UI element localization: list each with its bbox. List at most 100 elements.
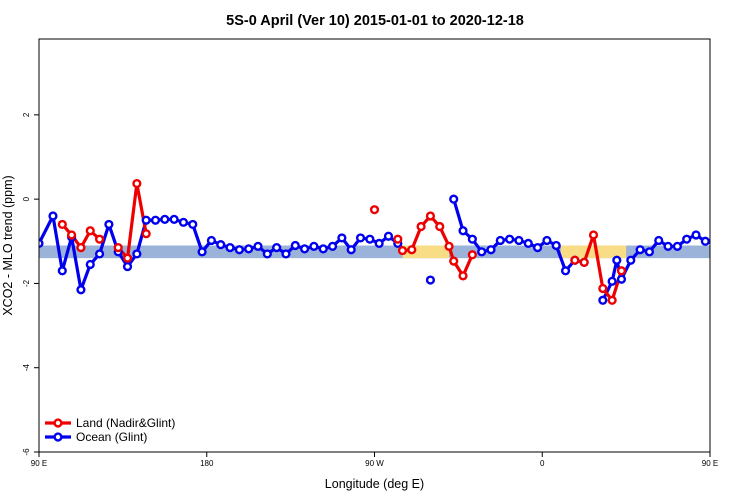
ocean-data-point — [290, 240, 300, 251]
ocean-data-point — [104, 219, 114, 230]
ocean-data-point — [206, 235, 217, 246]
ocean-data-point — [346, 245, 356, 255]
series-points — [39, 178, 746, 305]
reference-band-2 — [560, 245, 627, 259]
ocean-data-point — [281, 249, 291, 259]
ocean-data-point — [730, 267, 737, 274]
land-data-point — [425, 211, 436, 221]
ocean-data-point — [663, 241, 673, 251]
ocean-data-point — [635, 245, 645, 255]
land-data-point — [449, 256, 459, 266]
land-data-point — [397, 245, 408, 256]
ocean-data-point — [467, 234, 477, 244]
ocean-data-point — [383, 231, 394, 241]
land-data-point — [132, 178, 142, 189]
ocean-data-point — [691, 230, 701, 240]
land-data-point — [94, 234, 105, 244]
ocean-data-point — [672, 241, 682, 251]
ocean-data-point — [272, 243, 282, 253]
ocean-data-point — [458, 226, 468, 236]
y-tick-label: 0 — [22, 196, 31, 201]
ocean-data-point — [505, 234, 515, 244]
y-axis-label: XCO2 - MLO trend (ppm) — [1, 175, 15, 315]
ocean-data-point — [523, 238, 533, 248]
reference-band-0 — [39, 245, 710, 259]
ocean-data-point — [374, 238, 384, 248]
ocean-data-point — [616, 274, 627, 284]
ocean-data-point — [626, 255, 636, 265]
y-tick-label: -4 — [22, 364, 31, 372]
ocean-data-point — [425, 275, 436, 285]
ocean-data-point — [85, 259, 95, 270]
ocean-data-point — [309, 241, 319, 251]
land-data-point — [113, 243, 123, 253]
ocean-data-point — [262, 249, 272, 259]
land-data-point — [458, 271, 468, 281]
ocean-data-point — [253, 241, 263, 251]
chart-title: 5S-0 April (Ver 10) 2015-01-01 to 2020-1… — [226, 13, 524, 29]
y-tick-label: -6 — [22, 448, 31, 456]
land-data-point — [407, 245, 417, 255]
ocean-data-point — [598, 295, 608, 305]
legend-ocean-marker — [53, 432, 63, 442]
x-tick-label: 90 E — [31, 459, 47, 468]
land-data-point — [76, 243, 86, 253]
ocean-data-point — [560, 266, 571, 276]
ocean-data-point — [216, 240, 226, 250]
ocean-data-point — [551, 240, 561, 251]
legend-land-marker — [53, 418, 63, 428]
land-data-point — [739, 221, 746, 228]
ocean-data-point — [495, 235, 505, 246]
legend-land-label: Land (Nadir&Glint) — [76, 416, 175, 430]
ocean-data-point — [739, 232, 746, 239]
ocean-data-point — [48, 211, 58, 221]
ocean-data-point — [486, 245, 496, 255]
ocean-data-point — [607, 276, 617, 286]
ocean-data-point — [542, 235, 552, 246]
land-data-point — [598, 283, 608, 294]
ocean-data-point — [225, 243, 235, 253]
ocean-data-point — [337, 233, 347, 243]
x-tick-label: 0 — [540, 459, 545, 468]
land-data-point — [435, 221, 445, 232]
ocean-data-point — [141, 215, 151, 225]
ocean-data-point — [57, 266, 67, 276]
land-data-point — [444, 241, 454, 251]
land-data-point — [122, 253, 133, 263]
ocean-data-point — [122, 261, 133, 272]
ocean-data-point — [132, 249, 142, 259]
ocean-data-point — [721, 212, 728, 219]
ocean-data-point — [178, 217, 189, 227]
land-data-point — [369, 205, 380, 215]
ocean-data-point — [76, 285, 86, 295]
ocean-data-point — [612, 255, 622, 265]
ocean-data-point — [234, 245, 244, 255]
ocean-data-point — [169, 214, 179, 224]
ocean-data-point — [355, 233, 366, 243]
land-data-point — [607, 295, 617, 305]
legend: Land (Nadir&Glint)Ocean (Glint) — [45, 416, 175, 444]
land-data-point — [570, 255, 580, 265]
land-data-point — [57, 219, 67, 230]
y-tick-label: 2 — [22, 112, 31, 117]
ocean-data-point — [318, 244, 328, 254]
y-axis-ticks: -6 -4 -2 0 2 — [22, 112, 39, 456]
ocean-data-point — [477, 247, 487, 257]
ocean-data-point — [654, 235, 664, 246]
x-tick-label: 90 W — [365, 459, 384, 468]
x-tick-label: 90 E — [702, 459, 718, 468]
ocean-data-point — [188, 219, 198, 230]
ocean-data-point — [682, 234, 692, 244]
ocean-data-point — [327, 241, 338, 251]
land-data-point — [467, 250, 477, 260]
ocean-data-point — [365, 234, 375, 244]
land-data-point — [416, 221, 426, 232]
land-data-point — [588, 230, 599, 240]
ocean-data-point — [700, 236, 710, 246]
land-data-point — [393, 234, 403, 244]
ocean-data-point — [449, 194, 459, 204]
ocean-data-point — [514, 235, 524, 246]
land-series-line — [743, 224, 750, 247]
